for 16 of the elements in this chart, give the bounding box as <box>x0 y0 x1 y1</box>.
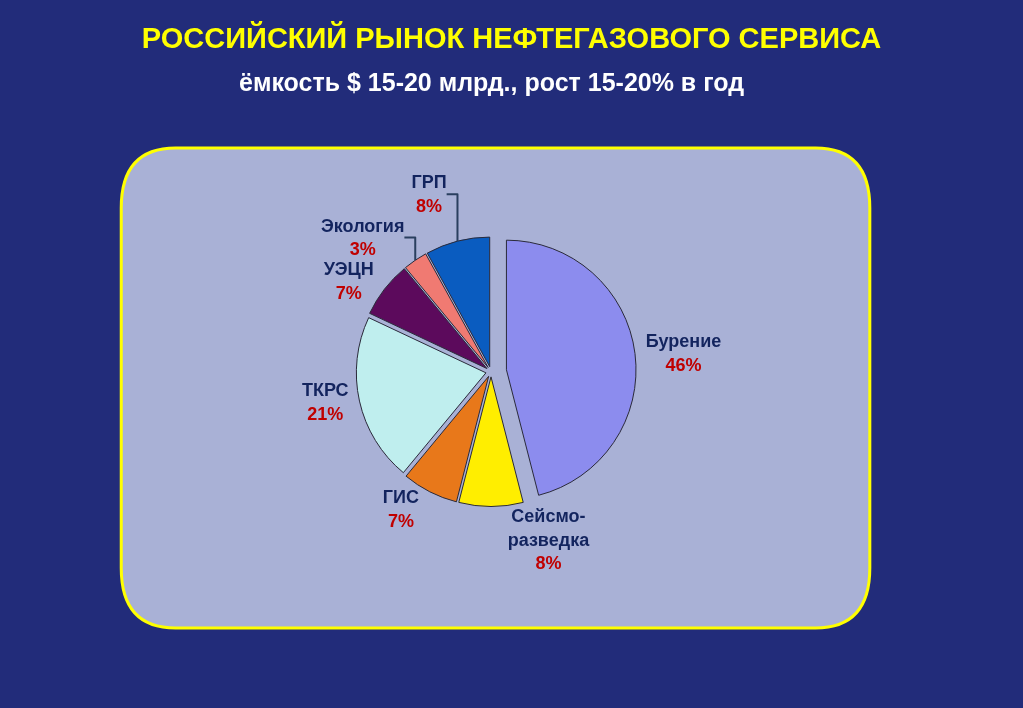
slice-label: ТКРС <box>302 380 349 401</box>
slice-label: Сейсмо-разведка <box>507 506 591 550</box>
slice-label: УЭЦН <box>323 259 374 280</box>
data-label: 3% <box>349 239 376 260</box>
data-label: 46% <box>665 354 702 375</box>
chart-title: РОССИЙСКИЙ РЫНОК НЕФТЕГАЗОВОГО СЕРВИСА <box>141 21 882 55</box>
data-label: 7% <box>387 510 414 531</box>
data-label: 8% <box>416 195 443 216</box>
data-label: 21% <box>307 403 344 424</box>
slice-label: ГРП <box>411 172 447 193</box>
data-label: 8% <box>535 553 562 574</box>
slice-label: Экология <box>321 215 405 236</box>
chart-subtitle: ёмкость $ 15-20 млрд., рост 15-20% в год <box>239 68 745 96</box>
slice-label: Бурение <box>645 331 722 352</box>
slice-label: ГИС <box>382 487 419 508</box>
data-label: 7% <box>335 282 362 303</box>
